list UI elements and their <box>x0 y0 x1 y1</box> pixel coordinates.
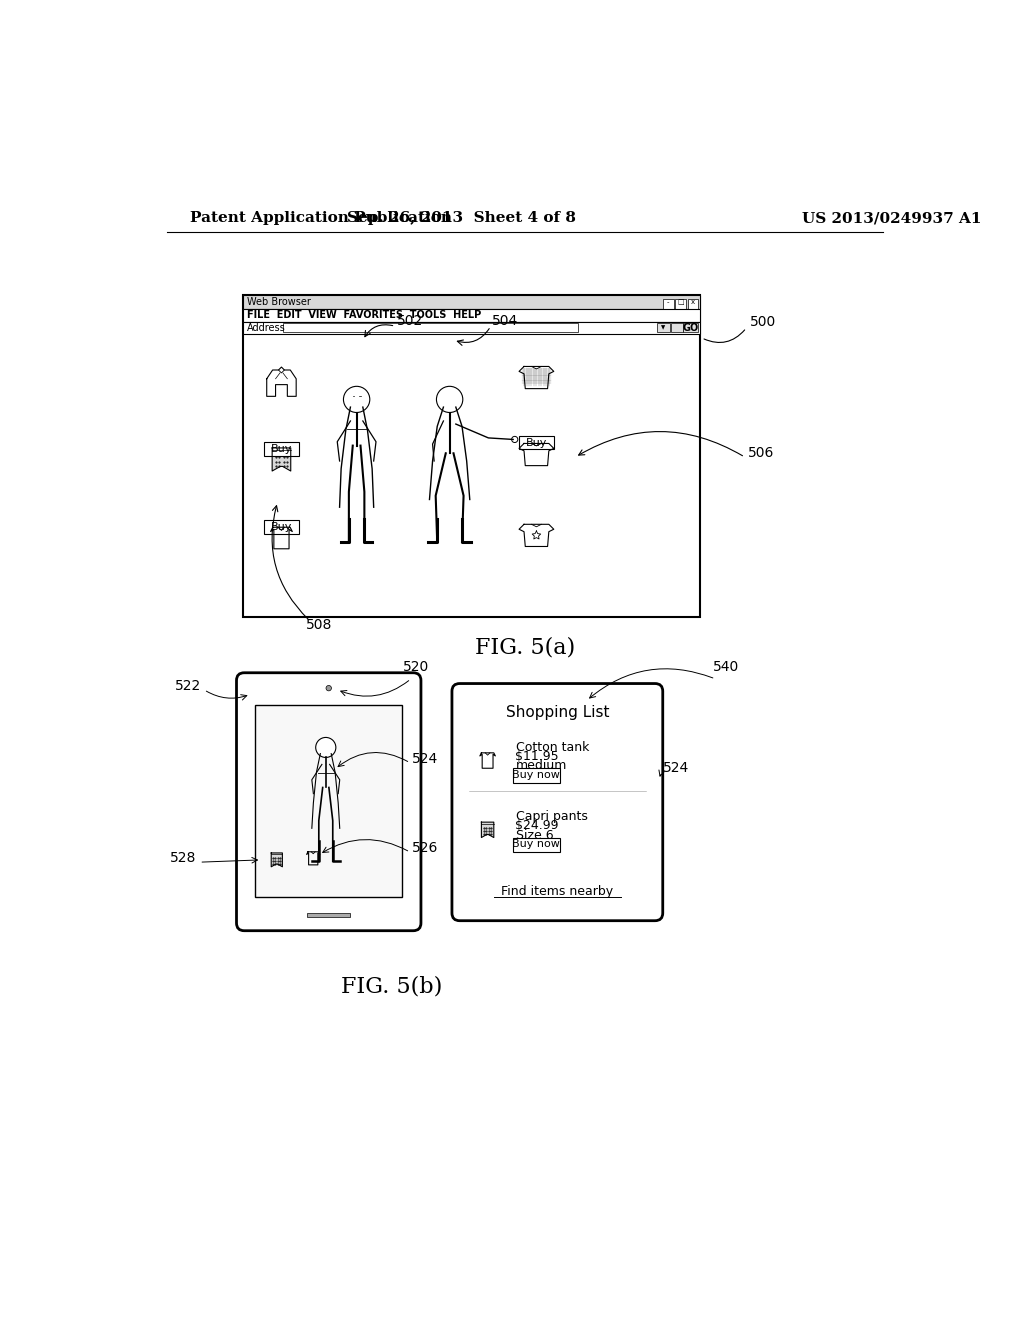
Bar <box>283 323 578 333</box>
Circle shape <box>512 437 518 442</box>
Bar <box>675 298 686 309</box>
Text: 502: 502 <box>397 314 423 327</box>
Text: Sep. 26, 2013  Sheet 4 of 8: Sep. 26, 2013 Sheet 4 of 8 <box>347 211 575 226</box>
FancyBboxPatch shape <box>513 768 560 783</box>
FancyBboxPatch shape <box>237 673 421 931</box>
Text: 504: 504 <box>493 314 518 327</box>
Text: FIG. 5(a): FIG. 5(a) <box>475 636 574 659</box>
Text: US 2013/0249937 A1: US 2013/0249937 A1 <box>802 211 982 226</box>
Circle shape <box>326 685 332 690</box>
Text: Buy: Buy <box>270 523 292 532</box>
Bar <box>255 705 402 896</box>
FancyBboxPatch shape <box>518 436 554 449</box>
Bar <box>663 298 674 309</box>
Bar <box>243 296 700 309</box>
Bar <box>671 323 683 333</box>
Bar <box>243 322 700 334</box>
FancyBboxPatch shape <box>263 442 299 455</box>
Text: Find items nearby: Find items nearby <box>502 884 613 898</box>
Text: FILE  EDIT  VIEW  FAVORITES  TOOLS  HELP: FILE EDIT VIEW FAVORITES TOOLS HELP <box>248 310 481 321</box>
Circle shape <box>343 387 370 413</box>
Bar <box>243 296 700 618</box>
Text: $24.99: $24.99 <box>515 820 559 833</box>
FancyBboxPatch shape <box>263 520 299 535</box>
Text: Buy now: Buy now <box>512 770 560 780</box>
Text: □: □ <box>677 300 684 305</box>
Text: 522: 522 <box>175 678 202 693</box>
Bar <box>657 323 670 333</box>
Bar <box>683 323 698 333</box>
Polygon shape <box>481 822 494 838</box>
Text: Capri pants: Capri pants <box>515 810 588 824</box>
Polygon shape <box>272 447 291 471</box>
Text: 526: 526 <box>412 841 438 855</box>
Text: 524: 524 <box>412 752 438 766</box>
Text: 508: 508 <box>306 618 333 632</box>
Text: GO: GO <box>683 323 698 333</box>
Text: 506: 506 <box>748 446 774 461</box>
Text: ▼: ▼ <box>662 325 666 330</box>
Bar <box>687 298 698 309</box>
FancyBboxPatch shape <box>452 684 663 921</box>
Polygon shape <box>271 853 283 867</box>
Text: 500: 500 <box>751 315 776 329</box>
Text: 524: 524 <box>663 762 689 775</box>
Text: $11.95: $11.95 <box>515 750 559 763</box>
Text: Patent Application Publication: Patent Application Publication <box>190 211 452 226</box>
Text: Buy: Buy <box>270 444 292 454</box>
Text: Address: Address <box>248 323 286 333</box>
Text: Size 6: Size 6 <box>515 829 553 842</box>
Text: Web Browser: Web Browser <box>248 297 311 308</box>
FancyBboxPatch shape <box>513 838 560 853</box>
Bar <box>243 309 700 322</box>
Circle shape <box>436 387 463 413</box>
Bar <box>307 913 350 917</box>
Text: Buy: Buy <box>525 437 547 447</box>
Text: 540: 540 <box>713 660 739 675</box>
Text: Shopping List: Shopping List <box>506 705 609 721</box>
Circle shape <box>315 738 336 758</box>
Text: Cotton tank: Cotton tank <box>515 741 589 754</box>
Text: x: x <box>691 300 695 305</box>
Text: medium: medium <box>515 759 567 772</box>
Text: 520: 520 <box>403 660 429 675</box>
Text: 528: 528 <box>170 851 197 865</box>
Text: -: - <box>667 300 670 305</box>
Text: FIG. 5(b): FIG. 5(b) <box>341 975 442 997</box>
Text: Buy now: Buy now <box>512 840 560 850</box>
